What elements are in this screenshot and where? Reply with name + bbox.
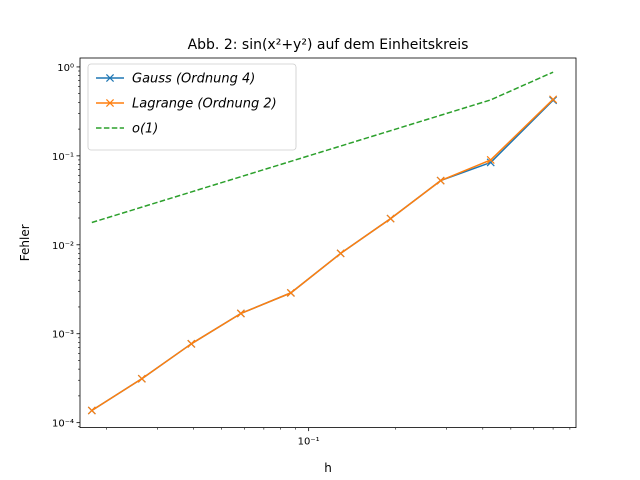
data-point	[386, 214, 395, 223]
legend-marker	[105, 98, 115, 108]
data-point-stroke	[549, 95, 558, 104]
data-point-stroke	[137, 374, 146, 383]
legend-label-0: Gauss (Ordnung 4)	[132, 72, 255, 87]
plot-frame	[79, 57, 577, 429]
y-axis-label: Fehler	[18, 224, 32, 261]
data-point-stroke	[236, 309, 245, 318]
data-point-stroke	[486, 158, 495, 167]
data-point-stroke	[87, 406, 96, 415]
data-point	[436, 176, 445, 185]
data-point-stroke	[286, 288, 295, 297]
data-point	[286, 288, 295, 297]
data-point-stroke	[486, 155, 495, 164]
x-tick-label: 10⁻¹	[298, 437, 320, 448]
data-point	[549, 95, 558, 104]
data-point-stroke	[386, 214, 395, 223]
data-point-stroke	[336, 249, 345, 258]
y-tick-label: 10⁰	[57, 63, 74, 74]
data-point	[486, 155, 495, 164]
y-tick-label: 10⁻²	[52, 241, 74, 252]
data-point	[486, 158, 495, 167]
legend-label-2: o(1)	[132, 122, 158, 137]
data-point	[87, 406, 96, 415]
data-point-stroke	[436, 176, 445, 185]
y-tick-label: 10⁻⁴	[52, 419, 74, 430]
data-point	[236, 309, 245, 318]
y-tick-label: 10⁻³	[52, 330, 74, 341]
data-point-stroke	[187, 339, 196, 348]
legend-frame	[87, 63, 297, 151]
series-layer	[87, 71, 558, 415]
series-line-1	[91, 98, 554, 412]
legend: Gauss (Ordnung 4) Lagrange (Ordnung 2) o(1…	[87, 63, 297, 151]
y-tick-label: 10⁻¹	[52, 152, 74, 163]
series-line-2	[91, 71, 554, 224]
chart-title: Abb. 2: sin(x²+y²) auf dem Einheitskreis	[188, 37, 469, 53]
data-point	[187, 339, 196, 348]
data-point	[336, 249, 345, 258]
legend-label-1: Lagrange (Ordnung 2)	[132, 97, 277, 112]
data-point	[137, 374, 146, 383]
x-axis-label: h	[324, 461, 332, 475]
legend-marker	[105, 73, 115, 83]
